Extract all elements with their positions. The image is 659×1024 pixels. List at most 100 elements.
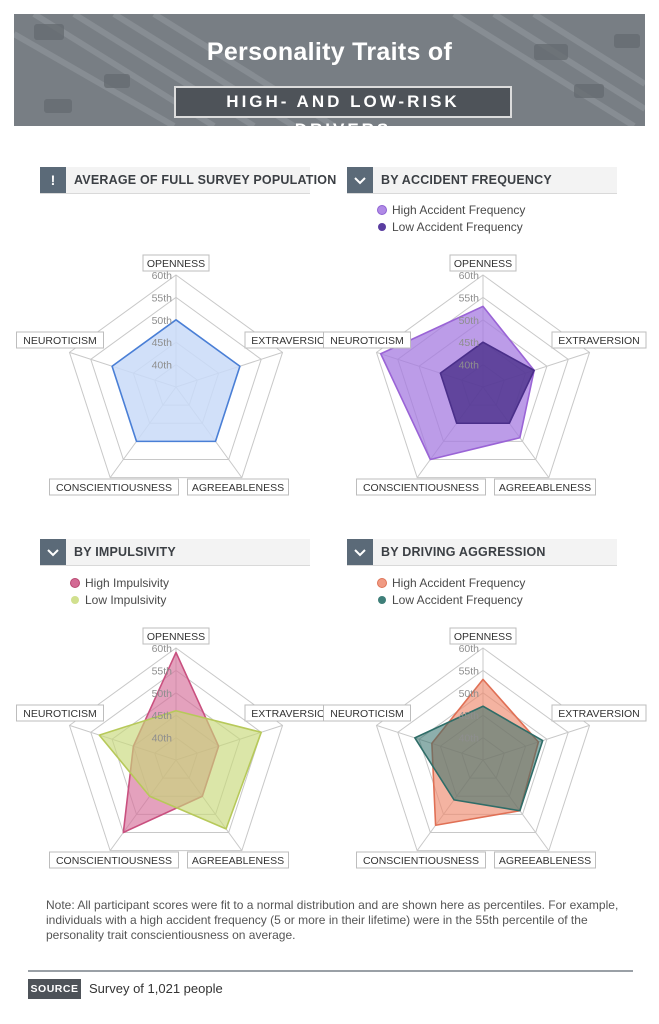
tick-label: 40th: [459, 733, 480, 745]
axis-label-box: [16, 331, 104, 349]
tick-label: 45th: [152, 710, 173, 722]
tick-label: 60th: [459, 270, 480, 282]
tick-label: 45th: [459, 710, 480, 722]
axis-label: NEUROTICISM: [330, 335, 404, 347]
tick-label: 45th: [459, 337, 480, 349]
panel-title: BY ACCIDENT FREQUENCY: [381, 173, 552, 187]
axis-label-box: [187, 478, 289, 496]
axis-label-box: [49, 851, 179, 869]
axis-label-box: [323, 704, 411, 722]
legend-accident-frequency: High Accident Frequency Low Accident Fre…: [378, 202, 525, 236]
axis-label-box: [494, 851, 596, 869]
legend-swatch: [378, 596, 386, 604]
axis-label: EXTRAVERSION: [251, 708, 333, 720]
panel-title: AVERAGE OF FULL SURVEY POPULATION: [74, 173, 337, 187]
legend-item: High Accident Frequency: [378, 575, 525, 592]
page-subtitle: HIGH- AND LOW-RISK DRIVERS: [174, 86, 512, 126]
axis-label: AGREEABLENESS: [499, 855, 591, 867]
axis-label: AGREEABLENESS: [192, 482, 284, 494]
page-title: Personality Traits of: [206, 38, 453, 66]
axis-label: CONSCIENTIOUSNESS: [56, 482, 172, 494]
legend-driving-aggression: High Accident Frequency Low Accident Fre…: [378, 575, 525, 609]
legend-label: Low Accident Frequency: [392, 593, 523, 607]
axis-label-box: [142, 254, 210, 272]
tick-label: 50th: [459, 688, 480, 700]
legend-label: High Accident Frequency: [392, 576, 526, 590]
legend-label: High Accident Frequency: [392, 203, 526, 217]
panel-header-impulsivity[interactable]: BY IMPULSIVITY: [40, 539, 310, 566]
source-badge: SOURCE: [28, 979, 81, 999]
source-divider: [28, 970, 633, 972]
grid-ring: [397, 669, 569, 833]
panel-header-driving-aggression[interactable]: BY DRIVING AGGRESSION: [347, 539, 617, 566]
axis-label: EXTRAVERSION: [251, 335, 333, 347]
legend-label: Low Impulsivity: [85, 593, 167, 607]
tick-label: 55th: [459, 292, 480, 304]
grid-ring: [90, 669, 262, 833]
series-area-2: [98, 709, 263, 830]
panel-title: BY DRIVING AGGRESSION: [381, 545, 546, 559]
axis-label: AGREEABLENESS: [499, 482, 591, 494]
grid-ring: [90, 296, 262, 460]
panel-title: BY IMPULSIVITY: [74, 545, 176, 559]
axis-label-box: [356, 478, 486, 496]
tick-label: 50th: [152, 315, 173, 327]
legend-label: Low Accident Frequency: [392, 220, 523, 234]
axis-label-box: [494, 478, 596, 496]
tick-label: 60th: [459, 643, 480, 655]
footnote: Note: All participant scores were fit to…: [46, 898, 619, 942]
axis-label-box: [551, 331, 647, 349]
legend-item: High Accident Frequency: [378, 202, 525, 219]
panel-header-accident-frequency[interactable]: BY ACCIDENT FREQUENCY: [347, 167, 617, 194]
tick-label: 55th: [459, 665, 480, 677]
axis-label: CONSCIENTIOUSNESS: [363, 482, 479, 494]
axis-label-box: [449, 254, 517, 272]
tick-label: 40th: [152, 360, 173, 372]
axis-label: OPENNESS: [454, 631, 512, 643]
source-text: Survey of 1,021 people: [89, 981, 223, 996]
legend-swatch: [378, 579, 386, 587]
axis-label: NEUROTICISM: [330, 708, 404, 720]
tick-label: 40th: [459, 360, 480, 372]
chevron-down-icon[interactable]: [347, 539, 373, 565]
axis-label-box: [323, 331, 411, 349]
header-banner: Personality Traits of HIGH- AND LOW-RISK…: [14, 14, 645, 126]
legend-item: Low Accident Frequency: [378, 592, 525, 609]
tick-label: 40th: [152, 733, 173, 745]
chevron-down-icon[interactable]: [40, 539, 66, 565]
legend-swatch: [71, 579, 79, 587]
axis-label: NEUROTICISM: [23, 708, 97, 720]
series-area-2: [414, 705, 544, 812]
axis-label: OPENNESS: [147, 631, 205, 643]
series-area-1: [111, 318, 241, 443]
tick-label: 45th: [152, 337, 173, 349]
axis-label: OPENNESS: [454, 258, 512, 270]
axis-label: CONSCIENTIOUSNESS: [56, 855, 172, 867]
legend-item: Low Impulsivity: [71, 592, 169, 609]
tick-label: 60th: [152, 270, 173, 282]
tick-label: 60th: [152, 643, 173, 655]
axis-label: OPENNESS: [147, 258, 205, 270]
banner-background-image: [14, 14, 645, 126]
axis-label-box: [49, 478, 179, 496]
axis-label-box: [16, 704, 104, 722]
panel-header-full-population: ! AVERAGE OF FULL SURVEY POPULATION: [40, 167, 336, 194]
legend-item: High Impulsivity: [71, 575, 169, 592]
tick-label: 50th: [152, 688, 173, 700]
axis-label: EXTRAVERSION: [558, 708, 640, 720]
tick-label: 55th: [152, 292, 173, 304]
axis-label-box: [356, 851, 486, 869]
legend-item: Low Accident Frequency: [378, 219, 525, 236]
legend-label: High Impulsivity: [85, 576, 170, 590]
legend-swatch: [378, 206, 386, 214]
legend-swatch: [378, 223, 386, 231]
axis-label: CONSCIENTIOUSNESS: [363, 855, 479, 867]
axis-label: EXTRAVERSION: [558, 335, 640, 347]
chevron-down-icon[interactable]: [347, 167, 373, 193]
axis-label-box: [551, 704, 647, 722]
tick-label: 50th: [459, 315, 480, 327]
exclamation-icon: !: [40, 167, 66, 193]
axis-label-box: [187, 851, 289, 869]
legend-impulsivity: High Impulsivity Low Impulsivity: [71, 575, 169, 609]
